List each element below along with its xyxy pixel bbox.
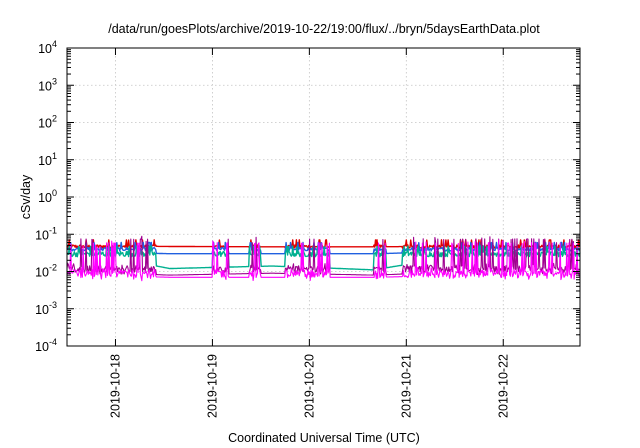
y-axis-label: cSv/day: [19, 174, 33, 219]
y-tick-label: 104: [38, 39, 57, 56]
x-axis-label: Coordinated Universal Time (UTC): [228, 431, 420, 445]
y-tick-label: 100: [38, 188, 57, 205]
series-line: [66, 245, 581, 271]
series-layer: [66, 235, 581, 282]
chart-title: /data/run/goesPlots/archive/2019-10-22/1…: [108, 22, 540, 36]
x-tick-label: 2019-10-21: [399, 354, 413, 418]
x-tick-label: 2019-10-20: [302, 354, 316, 418]
y-tick-label: 102: [38, 114, 57, 131]
y-tick-label: 101: [38, 151, 57, 168]
y-tick-label: 10-3: [35, 300, 57, 317]
x-tick-label: 2019-10-19: [205, 354, 219, 418]
series-line: [66, 239, 581, 282]
x-tick-labels: 2019-10-18 2019-10-19 2019-10-20 2019-10-21…: [108, 354, 510, 418]
x-tick-label: 2019-10-22: [496, 354, 510, 418]
y-tick-label: 10-4: [35, 337, 57, 354]
y-tick-labels: 10-4 10-3 10-2 10-1 100 101 102 103 104: [35, 39, 57, 354]
grid-lines: [67, 48, 580, 346]
y-tick-label: 103: [38, 76, 57, 93]
series-line: [66, 235, 581, 276]
y-tick-label: 10-1: [35, 225, 57, 242]
x-tick-label: 2019-10-18: [108, 354, 122, 418]
axis-ticks: [67, 47, 580, 347]
y-tick-label: 10-2: [35, 263, 57, 280]
